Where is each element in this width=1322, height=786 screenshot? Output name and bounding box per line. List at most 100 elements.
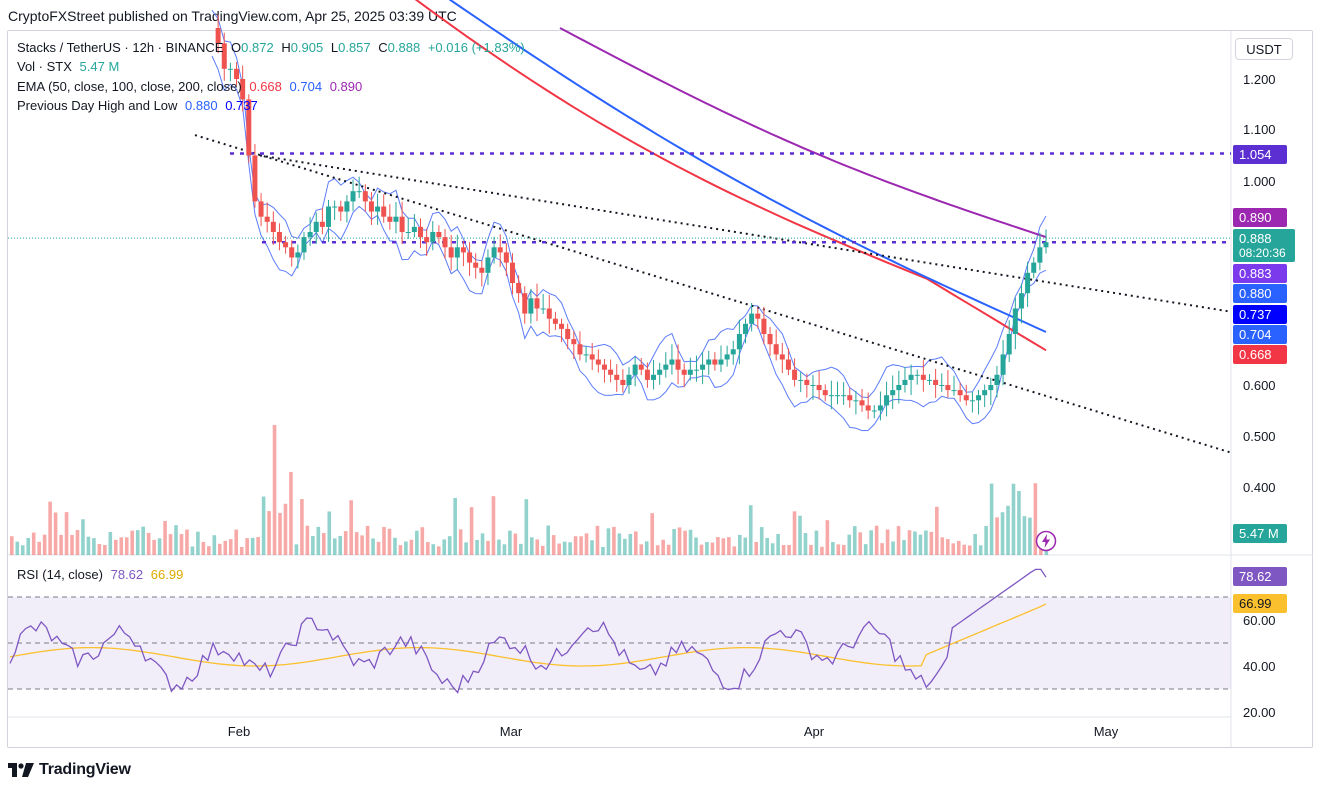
candle-body xyxy=(828,395,834,397)
volume-bar xyxy=(250,537,255,555)
volume-bar xyxy=(677,527,682,555)
volume-bar xyxy=(97,544,102,555)
candle-body xyxy=(503,252,509,263)
volume-bar xyxy=(20,545,25,555)
candle-body xyxy=(473,262,479,268)
volume-bar xyxy=(245,538,249,555)
volume-bar xyxy=(305,525,310,555)
candle-body xyxy=(792,369,798,380)
volume-bar xyxy=(946,539,950,555)
volume-bar xyxy=(858,532,863,555)
volume-bar xyxy=(628,533,633,555)
candle-body xyxy=(712,359,718,365)
lightning-icon[interactable] xyxy=(1035,530,1057,552)
volume-bar xyxy=(48,501,52,555)
volume-bar xyxy=(218,543,222,555)
volume-bar xyxy=(535,539,540,555)
candle-body xyxy=(939,385,945,386)
volume-bar xyxy=(973,534,977,555)
candle-body xyxy=(283,242,289,248)
candle-body xyxy=(411,226,417,232)
volume-bar xyxy=(672,529,676,555)
volume-bar xyxy=(924,530,928,555)
volume-bar xyxy=(584,533,589,555)
chart-frame[interactable] xyxy=(7,30,1313,748)
rsi-pane xyxy=(8,596,1231,690)
volume-bar xyxy=(1000,512,1005,555)
volume-bar xyxy=(349,500,353,555)
candle-body xyxy=(663,364,669,370)
volume-bar xyxy=(234,529,239,555)
volume-bar xyxy=(967,545,972,555)
candle-body xyxy=(313,221,319,232)
rsi-tick: 60.00 xyxy=(1243,613,1276,628)
volume-bar xyxy=(311,536,315,555)
volume-bar xyxy=(322,533,326,555)
volume-bar xyxy=(201,541,206,555)
volume-bar xyxy=(590,540,594,555)
volume-bar xyxy=(781,544,786,555)
volume-bar xyxy=(464,542,468,555)
candle-body xyxy=(816,385,822,391)
volume-bar xyxy=(278,512,282,555)
volume-bar xyxy=(480,533,485,555)
volume-bar xyxy=(710,542,715,555)
candle-body xyxy=(871,410,877,412)
volume-bar xyxy=(491,496,496,555)
candle-body xyxy=(669,359,675,365)
volume-bar xyxy=(1028,517,1032,555)
ema100-line xyxy=(448,0,1047,333)
volume-bar xyxy=(798,515,802,555)
candle-body xyxy=(344,201,350,212)
volume-bar xyxy=(562,541,567,555)
pdh-tag: 0.880 xyxy=(1233,284,1287,303)
last-price-tag: 0.888 08:20:36 xyxy=(1233,229,1295,262)
rsi-label[interactable]: RSI (14, close) xyxy=(17,567,103,582)
candle-body xyxy=(841,395,847,397)
rsi-tag: 78.62 xyxy=(1233,567,1287,586)
volume-bar xyxy=(228,539,233,555)
candle-body xyxy=(706,359,712,365)
volume-bar xyxy=(956,540,961,555)
candle-body xyxy=(534,298,540,309)
volume-bar xyxy=(557,543,561,555)
volume-bar xyxy=(458,529,463,555)
volume-bar xyxy=(644,541,649,555)
pdl-value: 0.737 xyxy=(225,98,258,113)
ema100-tag: 0.704 xyxy=(1233,325,1287,344)
volume-bar xyxy=(453,497,457,555)
candle-body xyxy=(890,390,896,396)
tradingview-brand[interactable]: TradingView xyxy=(39,761,131,778)
volume-bar xyxy=(513,533,518,555)
pdhl-label[interactable]: Previous Day High and Low xyxy=(17,98,178,113)
volume-bar xyxy=(152,539,156,555)
symbol-title[interactable]: Stacks / TetherUS · 12h · BINANCE xyxy=(17,40,224,55)
volume-bar xyxy=(475,539,479,555)
candle-body xyxy=(332,206,338,208)
volume-label[interactable]: Vol · STX xyxy=(17,59,72,74)
candle-body xyxy=(559,323,565,329)
volume-bar xyxy=(650,513,655,555)
volume-bar xyxy=(617,533,622,555)
ema-label[interactable]: EMA (50, close, 100, close, 200, close) xyxy=(17,79,242,94)
volume-bar xyxy=(1022,516,1027,555)
volume-bar xyxy=(1017,490,1021,555)
volume-bar xyxy=(469,507,474,555)
candle-body xyxy=(270,221,276,232)
volume-bar xyxy=(1033,483,1038,555)
price-tick: 1.200 xyxy=(1243,72,1276,87)
candle-body xyxy=(418,226,423,238)
currency-selector[interactable]: USDT xyxy=(1235,38,1293,60)
volume-bar xyxy=(163,520,167,555)
candle-body xyxy=(589,354,595,360)
price-tick: 0.500 xyxy=(1243,429,1276,444)
change-value: +0.016 (+1.83%) xyxy=(427,40,525,55)
volume-bar xyxy=(716,537,720,555)
volume-bar xyxy=(743,537,748,555)
volume-bar xyxy=(546,525,551,555)
volume-bar xyxy=(316,526,321,555)
trend-lines xyxy=(194,134,1231,454)
candle-body xyxy=(730,349,736,355)
candle-body xyxy=(430,232,436,243)
